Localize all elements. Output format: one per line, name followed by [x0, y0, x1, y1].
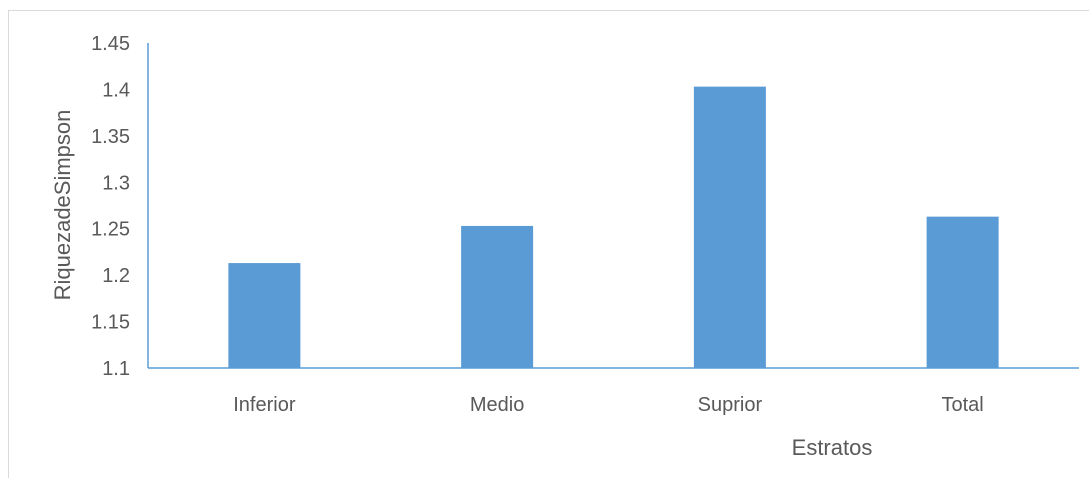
bar-inferior [228, 263, 301, 368]
x-axis-title: Estratos [792, 435, 873, 460]
y-axis-title: RiquezadeSimpson [50, 110, 75, 301]
y-tick-label: 1.4 [102, 79, 130, 101]
bar-medio [461, 225, 534, 368]
y-tick-label: 1.15 [91, 312, 130, 334]
x-tick-labels: Inferior Medio Suprior Total [233, 394, 984, 416]
x-tick-label: Inferior [233, 394, 296, 416]
bar-total [926, 216, 999, 368]
y-tick-label: 1.25 [91, 219, 130, 241]
x-tick-label: Suprior [698, 394, 763, 416]
bars-group [228, 86, 999, 369]
y-tick-label: 1.35 [91, 126, 130, 148]
bar-suprior [693, 86, 766, 369]
chart-frame [8, 10, 1089, 478]
x-tick-label: Total [942, 394, 984, 416]
y-tick-label: 1.2 [102, 265, 130, 287]
y-tick-label: 1.1 [102, 358, 130, 380]
y-tick-label: 1.45 [91, 33, 130, 55]
x-tick-label: Medio [470, 394, 524, 416]
y-tick-label: 1.3 [102, 172, 130, 194]
y-tick-labels: 1.1 1.15 1.2 1.25 1.3 1.35 1.4 1.45 [91, 33, 130, 380]
